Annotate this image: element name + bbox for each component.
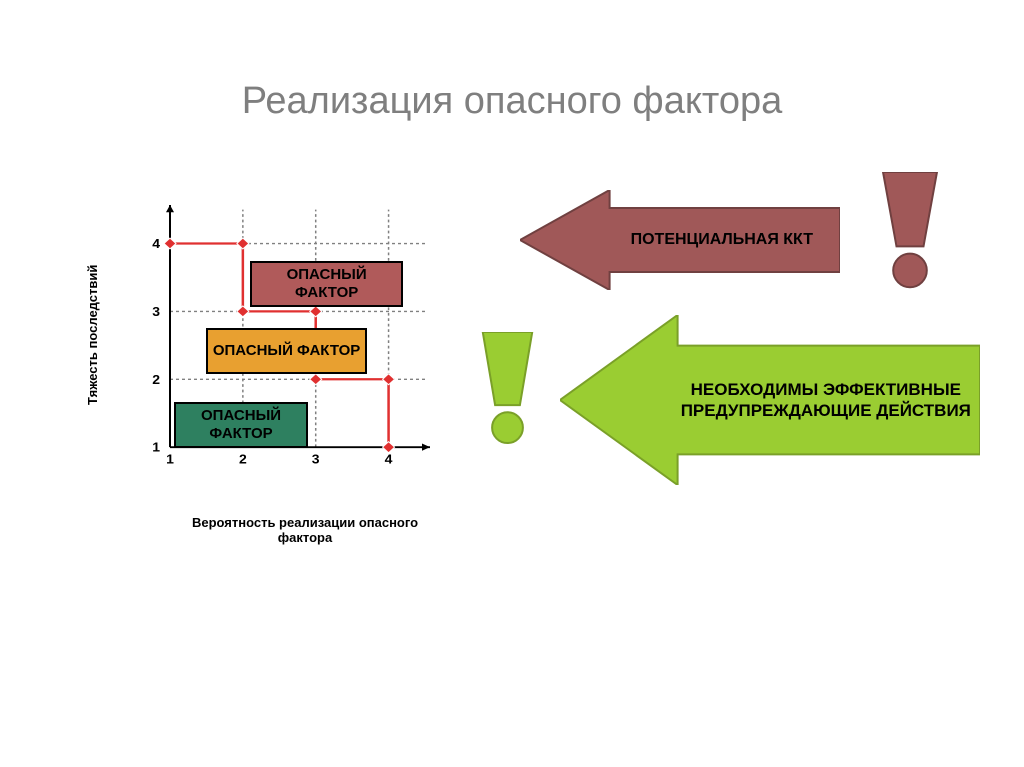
arrow-2: НЕОБХОДИМЫ ЭФФЕКТИВНЫЕ ПРЕДУПРЕЖДАЮЩИЕ Д… bbox=[560, 315, 980, 485]
svg-text:4: 4 bbox=[152, 237, 160, 251]
svg-text:4: 4 bbox=[385, 452, 393, 466]
factor-box-3: ОПАСНЫЙ ФАКТОР bbox=[174, 402, 309, 448]
x-axis-label: Вероятность реализации опасного фактора bbox=[180, 515, 430, 545]
arrow-label-2: НЕОБХОДИМЫ ЭФФЕКТИВНЫЕ ПРЕДУПРЕЖДАЮЩИЕ Д… bbox=[678, 346, 974, 455]
svg-text:2: 2 bbox=[239, 452, 247, 466]
arrow-1: ПОТЕНЦИАЛЬНАЯ ККТ bbox=[520, 190, 840, 290]
svg-text:1: 1 bbox=[166, 452, 174, 466]
svg-text:3: 3 bbox=[312, 452, 320, 466]
exclamation-icon-1 bbox=[880, 172, 940, 297]
svg-text:3: 3 bbox=[152, 305, 160, 319]
svg-text:1: 1 bbox=[152, 440, 160, 454]
factor-box-1: ОПАСНЫЙ ФАКТОР bbox=[250, 261, 403, 307]
arrow-label-1: ПОТЕНЦИАЛЬНАЯ ККТ bbox=[610, 208, 834, 272]
y-axis-label: Тяжесть последствий bbox=[85, 265, 100, 405]
svg-text:2: 2 bbox=[152, 372, 160, 386]
chart-area: Тяжесть последствий Вероятность реализац… bbox=[100, 190, 450, 550]
factor-box-2: ОПАСНЫЙ ФАКТОР bbox=[206, 328, 366, 374]
exclamation-icon-2 bbox=[480, 332, 535, 455]
page-title: Реализация опасного фактора bbox=[0, 80, 1024, 123]
